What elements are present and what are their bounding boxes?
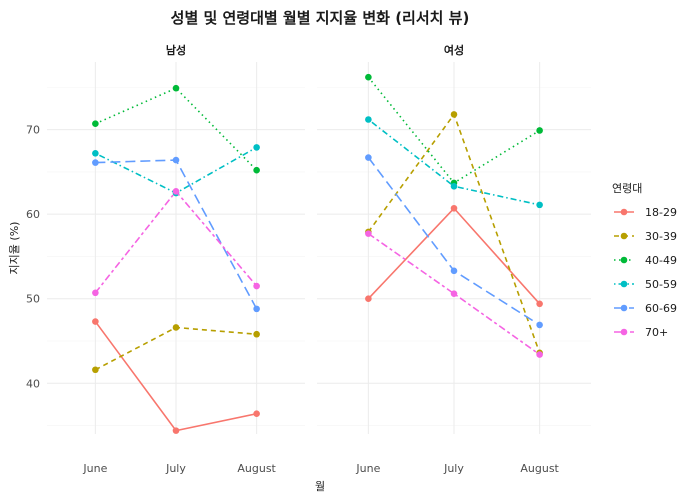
series-line-70+ xyxy=(367,232,541,356)
data-point-40-49 xyxy=(253,166,260,174)
legend-key-point xyxy=(620,328,628,336)
data-point-70+ xyxy=(536,351,543,358)
y-tick-label: 40 xyxy=(26,377,40,390)
legend-key-point xyxy=(620,208,628,216)
data-point-18-29 xyxy=(253,410,260,418)
legend-label-50-59: 50-59 xyxy=(645,278,677,291)
strip-label-female: 여성 xyxy=(444,43,464,57)
legend-label-70+: 70+ xyxy=(645,326,668,339)
legend-key-point xyxy=(620,256,628,264)
data-point-70+ xyxy=(450,290,458,297)
data-point-30-39 xyxy=(450,111,458,118)
legend: 연령대 18-29 30-39 40-49 50-59 60-69 70+ xyxy=(612,182,677,339)
data-point-50-59 xyxy=(92,150,99,157)
panel-male: 남성 June July August 40 50 60 70 xyxy=(26,43,305,475)
legend-label-30-39: 30-39 xyxy=(645,230,677,243)
data-point-18-29 xyxy=(92,318,99,325)
data-point-18-29 xyxy=(450,204,458,212)
data-point-40-49 xyxy=(536,127,543,134)
data-point-70+ xyxy=(92,289,99,297)
legend-title: 연령대 xyxy=(612,182,642,195)
data-point-60-69 xyxy=(536,321,543,329)
data-point-60-69 xyxy=(253,305,260,313)
data-point-40-49 xyxy=(365,73,372,81)
legend-key-point xyxy=(620,232,628,240)
x-tick-label: July xyxy=(443,462,464,475)
x-tick-label: July xyxy=(165,462,186,475)
data-point-50-59 xyxy=(253,144,260,151)
x-tick-label: June xyxy=(82,462,107,475)
data-point-30-39 xyxy=(92,366,99,374)
strip-label-male: 남성 xyxy=(166,43,186,57)
data-point-50-59 xyxy=(536,201,543,209)
legend-label-60-69: 60-69 xyxy=(645,302,677,315)
data-point-30-39 xyxy=(172,324,180,331)
chart-title: 성별 및 연령대별 월별 지지율 변화 (리서치 뷰) xyxy=(171,9,470,27)
legend-key-point xyxy=(620,304,628,312)
data-point-18-29 xyxy=(172,427,180,434)
legend-label-18-29: 18-29 xyxy=(645,206,677,219)
data-point-50-59 xyxy=(365,116,372,123)
data-point-30-39 xyxy=(253,330,260,338)
data-point-70+ xyxy=(365,230,372,237)
data-point-70+ xyxy=(253,282,260,290)
data-point-50-59 xyxy=(450,182,458,190)
data-point-18-29 xyxy=(536,300,543,308)
y-tick-label: 50 xyxy=(26,293,40,306)
data-point-60-69 xyxy=(92,159,99,166)
data-point-18-29 xyxy=(365,295,372,303)
x-tick-label: August xyxy=(520,462,559,475)
x-tick-label: June xyxy=(355,462,380,475)
data-point-40-49 xyxy=(92,120,99,128)
legend-key-point xyxy=(620,280,628,288)
y-tick-label: 70 xyxy=(26,124,40,137)
y-tick-label: 60 xyxy=(26,208,40,221)
legend-label-40-49: 40-49 xyxy=(645,254,677,267)
data-point-60-69 xyxy=(365,154,372,161)
data-point-40-49 xyxy=(172,84,180,92)
data-point-60-69 xyxy=(172,156,180,164)
y-axis-title: 지지율 (%) xyxy=(8,222,21,275)
data-point-70+ xyxy=(172,188,180,195)
panel-female: 여성 June July August xyxy=(317,43,591,475)
data-point-60-69 xyxy=(450,267,458,275)
x-tick-label: August xyxy=(237,462,276,475)
x-axis-title: 월 xyxy=(315,480,325,493)
